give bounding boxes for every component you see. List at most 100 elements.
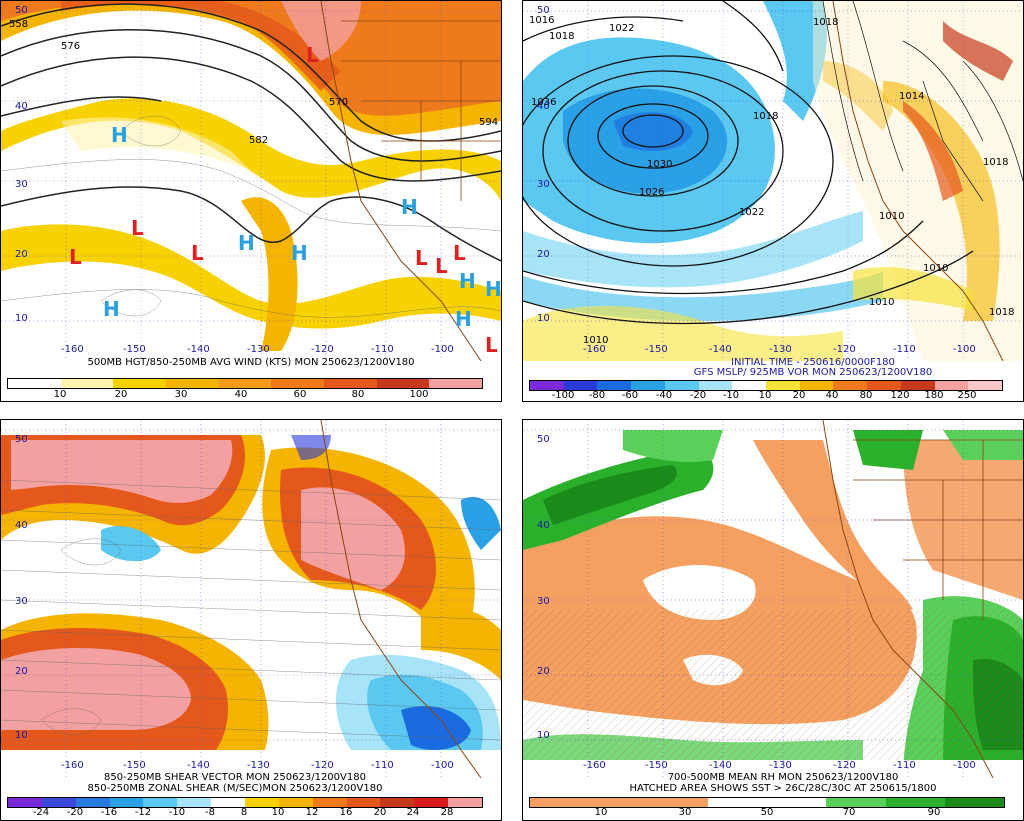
isobar-label: 1014 xyxy=(899,91,925,102)
panel-title: 500MB HGT/850-250MB AVG WIND (KTS) MON 2… xyxy=(87,357,415,368)
contour-label: 576 xyxy=(61,41,81,52)
colorbar-tick: 10 xyxy=(53,389,67,400)
map-500mb-wind xyxy=(1,1,501,361)
contour-label: 558 xyxy=(9,19,29,30)
isobar-label: 1030 xyxy=(647,159,673,170)
lat-label: 30 xyxy=(15,179,28,190)
isobar-label: 1026 xyxy=(639,187,665,198)
lat-label: 50 xyxy=(537,434,550,445)
colorbar-tick: 70 xyxy=(842,807,856,818)
lon-label: -140 xyxy=(187,344,210,355)
colorbar-tick: -16 xyxy=(100,807,118,818)
panel-subtitle: 850-250MB ZONAL SHEAR (M/SEC)MON 250623/… xyxy=(87,783,383,794)
colorbar-tick: 20 xyxy=(373,807,387,818)
colorbar-tick: -8 xyxy=(205,807,215,818)
lat-label: 30 xyxy=(15,596,28,607)
colorbar-ticks: -100 -80 -60 -40 -20 -10 10 20 40 80 120… xyxy=(529,390,1001,401)
lon-label: -130 xyxy=(769,344,792,355)
panel-title: 850-250MB SHEAR VECTOR MON 250623/1200V1… xyxy=(104,772,366,783)
lon-label: -150 xyxy=(123,344,146,355)
panel-title: 700-500MB MEAN RH MON 250623/1200V180 xyxy=(667,772,899,783)
lat-label: 20 xyxy=(15,249,28,260)
isobar-label: 1018 xyxy=(983,157,1009,168)
lon-label: -100 xyxy=(431,760,454,771)
low-pressure-marker: L xyxy=(435,254,448,278)
low-pressure-marker: L xyxy=(415,246,428,270)
colorbar-tick: 80 xyxy=(351,389,365,400)
lat-label: 30 xyxy=(537,596,550,607)
lon-label: -130 xyxy=(247,344,270,355)
colorbar-tick: -20 xyxy=(66,807,84,818)
lon-label: -160 xyxy=(61,344,84,355)
colorbar xyxy=(7,378,483,389)
initial-time-caption: INITIAL TIME - 250616/0000F180 xyxy=(731,357,895,368)
lon-label: -110 xyxy=(893,760,916,771)
low-pressure-marker: L xyxy=(453,241,466,265)
colorbar-tick: -24 xyxy=(32,807,50,818)
colorbar-tick: 50 xyxy=(760,807,774,818)
colorbar-tick: 60 xyxy=(293,389,307,400)
contour-label: 570 xyxy=(329,97,349,108)
lon-label: -110 xyxy=(893,344,916,355)
colorbar-tick: 10 xyxy=(594,807,608,818)
lat-label: 10 xyxy=(15,730,28,741)
high-pressure-marker: H xyxy=(103,297,120,321)
colorbar-tick: 120 xyxy=(890,390,910,401)
isobar-label: 1016 xyxy=(529,15,555,26)
map-mslp-vorticity xyxy=(523,1,1023,361)
colorbar-ticks: 10 20 30 40 60 80 100 xyxy=(7,389,481,401)
lon-label: -150 xyxy=(123,760,146,771)
colorbar-ticks: -24 -20 -16 -12 -10 -8 8 10 12 16 20 24 … xyxy=(7,807,481,819)
lon-label: -140 xyxy=(709,344,732,355)
isobar-label: 1010 xyxy=(879,211,905,222)
isobar-label: 1022 xyxy=(609,23,635,34)
lon-label: -150 xyxy=(645,760,668,771)
low-pressure-marker: L xyxy=(306,43,319,67)
lon-label: -120 xyxy=(311,344,334,355)
colorbar-tick: 12 xyxy=(305,807,319,818)
colorbar-tick: 100 xyxy=(409,389,429,400)
colorbar-tick: 180 xyxy=(924,390,944,401)
colorbar-tick: 40 xyxy=(234,389,248,400)
panel-subtitle: HATCHED AREA SHOWS SST > 26C/28C/30C AT … xyxy=(629,783,937,794)
colorbar-tick: -100 xyxy=(551,390,575,401)
colorbar-tick: 90 xyxy=(927,807,941,818)
lat-label: 20 xyxy=(15,666,28,677)
lat-label: 10 xyxy=(537,313,550,324)
contour-label: 582 xyxy=(249,135,269,146)
lat-label: 40 xyxy=(537,101,550,112)
lon-label: -140 xyxy=(187,760,210,771)
contour-label: 594 xyxy=(479,117,499,128)
lon-label: -130 xyxy=(769,760,792,771)
lon-label: -140 xyxy=(709,760,732,771)
colorbar-tick: -10 xyxy=(722,390,740,401)
lon-label: -110 xyxy=(371,760,394,771)
high-pressure-marker: H xyxy=(455,307,472,331)
high-pressure-marker: H xyxy=(485,277,502,301)
colorbar-tick: -80 xyxy=(588,390,606,401)
lat-label: 20 xyxy=(537,666,550,677)
high-pressure-marker: H xyxy=(111,123,128,147)
lat-label: 40 xyxy=(537,520,550,531)
colorbar-tick: 40 xyxy=(825,390,839,401)
isobar-label: 1010 xyxy=(583,335,609,346)
panel-mslp-vorticity: 50 40 30 20 10 -160 -150 -140 -130 -120 … xyxy=(522,0,1024,402)
colorbar-tick: 24 xyxy=(406,807,420,818)
colorbar-tick: -60 xyxy=(621,390,639,401)
lon-label: -150 xyxy=(645,344,668,355)
lon-label: -160 xyxy=(61,760,84,771)
colorbar xyxy=(529,797,1005,808)
low-pressure-marker: L xyxy=(485,333,498,357)
high-pressure-marker: H xyxy=(238,231,255,255)
lat-label: 10 xyxy=(15,313,28,324)
colorbar-tick: -12 xyxy=(134,807,152,818)
lon-label: -130 xyxy=(247,760,270,771)
colorbar-tick: 30 xyxy=(174,389,188,400)
isobar-label: 1018 xyxy=(549,31,575,42)
colorbar-tick: 28 xyxy=(440,807,454,818)
panel-500mb-height-wind: 50 40 30 20 10 -160 -150 -140 -130 -120 … xyxy=(0,0,502,402)
isobar-label: 1018 xyxy=(989,307,1015,318)
colorbar-tick: -20 xyxy=(689,390,707,401)
lon-label: -120 xyxy=(833,760,856,771)
lon-label: -110 xyxy=(371,344,394,355)
